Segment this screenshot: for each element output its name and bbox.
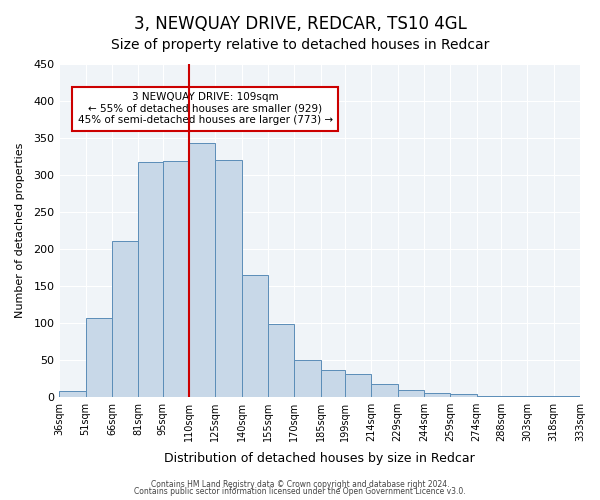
Bar: [345, 374, 371, 396]
Bar: [189, 143, 215, 397]
Text: 3, NEWQUAY DRIVE, REDCAR, TS10 4GL: 3, NEWQUAY DRIVE, REDCAR, TS10 4GL: [134, 15, 466, 33]
Bar: [86, 318, 112, 396]
Bar: [112, 242, 138, 396]
Bar: [424, 393, 450, 396]
Bar: [242, 274, 268, 396]
Y-axis label: Number of detached properties: Number of detached properties: [15, 142, 25, 318]
Bar: [371, 384, 398, 396]
Bar: [320, 370, 345, 396]
X-axis label: Distribution of detached houses by size in Redcar: Distribution of detached houses by size …: [164, 452, 475, 465]
Text: Contains HM Land Registry data © Crown copyright and database right 2024.: Contains HM Land Registry data © Crown c…: [151, 480, 449, 489]
Bar: [59, 392, 86, 396]
Bar: [450, 394, 476, 396]
Bar: [268, 324, 294, 396]
Bar: [163, 161, 189, 396]
Bar: [215, 160, 242, 396]
Text: Size of property relative to detached houses in Redcar: Size of property relative to detached ho…: [111, 38, 489, 52]
Text: Contains public sector information licensed under the Open Government Licence v3: Contains public sector information licen…: [134, 488, 466, 496]
Bar: [294, 360, 320, 397]
Bar: [138, 162, 163, 396]
Bar: [398, 390, 424, 396]
Text: 3 NEWQUAY DRIVE: 109sqm
← 55% of detached houses are smaller (929)
45% of semi-d: 3 NEWQUAY DRIVE: 109sqm ← 55% of detache…: [77, 92, 332, 126]
